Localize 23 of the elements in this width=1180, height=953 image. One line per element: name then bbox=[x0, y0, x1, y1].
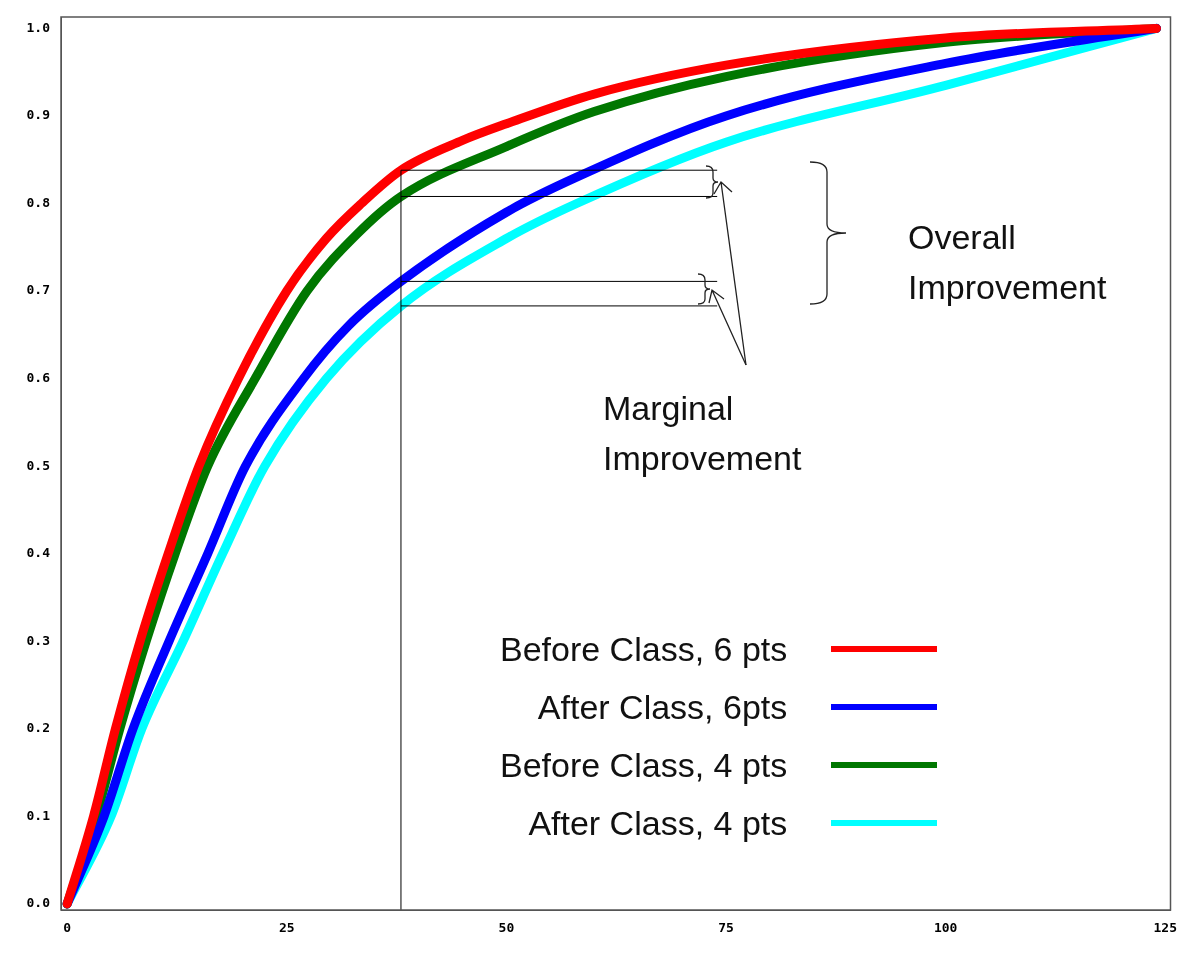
y-tick-label: 0.1 bbox=[26, 807, 51, 823]
x-tick-label: 125 bbox=[1153, 920, 1177, 936]
y-tick-label: 0.7 bbox=[26, 282, 50, 298]
y-tick-label: 0.0 bbox=[26, 895, 51, 911]
annotation: Overall Improvement bbox=[908, 217, 1108, 308]
x-tick-label: 100 bbox=[933, 920, 958, 936]
x-tick-label: 75 bbox=[718, 920, 734, 936]
y-tick-label: 0.2 bbox=[26, 720, 50, 736]
y-tick-label: 0.8 bbox=[26, 194, 51, 210]
legend-label: Before Class, 4 pts bbox=[500, 745, 788, 785]
y-tick-label: 0.9 bbox=[26, 107, 50, 123]
annotation: Marginal Improvement bbox=[603, 388, 803, 479]
legend-label: After Class, 4 pts bbox=[528, 803, 788, 843]
y-tick-label: 0.5 bbox=[26, 457, 50, 473]
x-tick-label: 0 bbox=[63, 920, 72, 936]
y-tick-label: 0.3 bbox=[26, 632, 50, 648]
x-tick-label: 50 bbox=[498, 920, 515, 936]
y-tick-label: 0.4 bbox=[26, 545, 51, 561]
x-tick-label: 25 bbox=[278, 920, 295, 936]
y-tick-label: 0.6 bbox=[26, 369, 51, 385]
legend-label: After Class, 6pts bbox=[537, 687, 788, 727]
y-tick-label: 1.0 bbox=[26, 19, 51, 35]
legend-label: Before Class, 6 pts bbox=[500, 629, 788, 669]
